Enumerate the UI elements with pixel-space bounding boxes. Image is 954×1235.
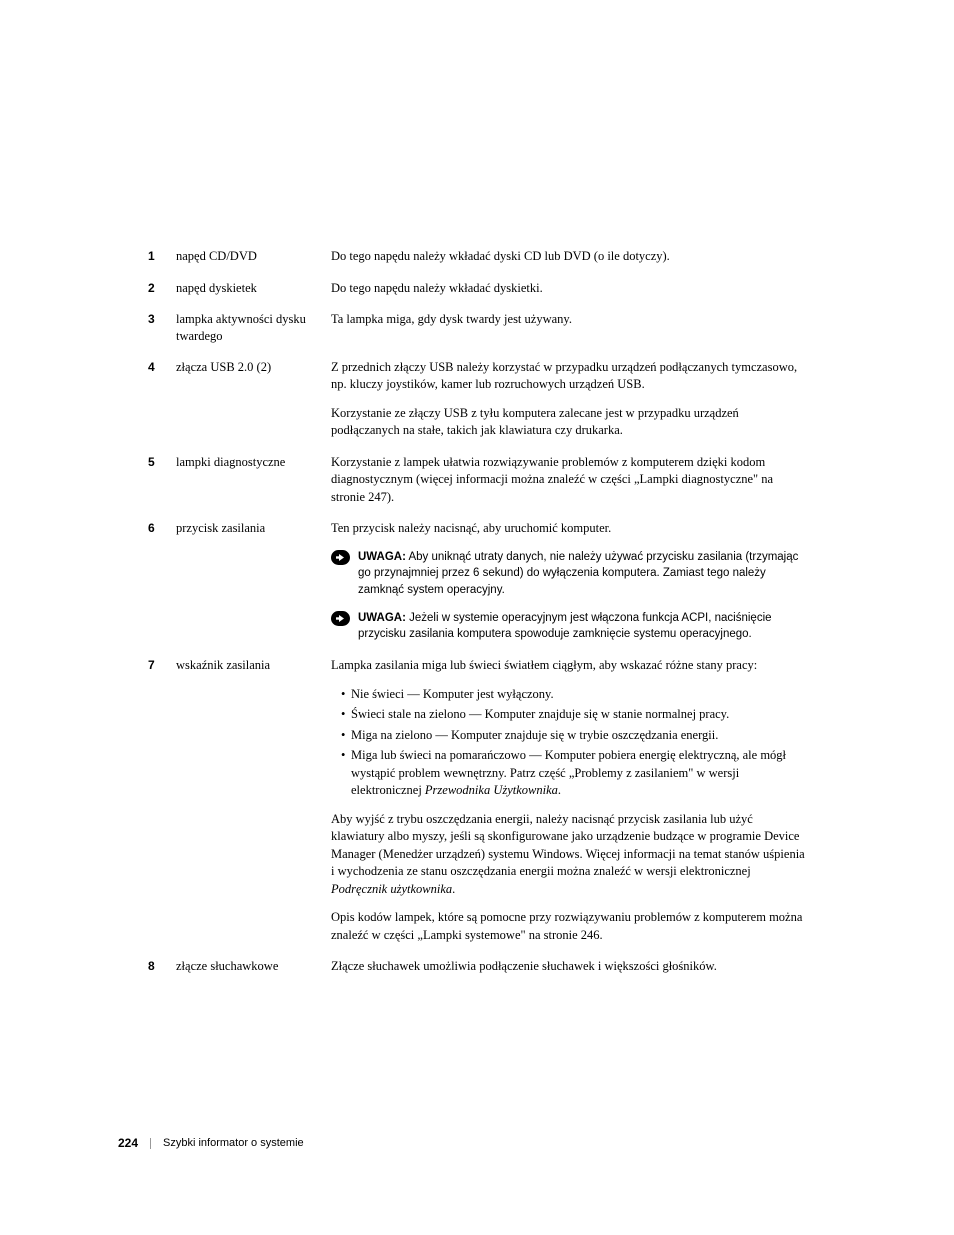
table-row: 2napęd dyskietekDo tego napędu należy wk… (148, 280, 806, 298)
row-label: lampki diagnostyczne (176, 454, 331, 507)
row-description: Z przednich złączy USB należy korzystać … (331, 359, 806, 440)
paragraph: Do tego napędu należy wkładać dyski CD l… (331, 248, 806, 266)
note-arrow-icon (331, 550, 350, 565)
row-number: 3 (148, 311, 176, 345)
paragraph: Złącze słuchawek umożliwia podłączenie s… (331, 958, 806, 976)
paragraph: Ta lampka miga, gdy dysk twardy jest uży… (331, 311, 806, 329)
bullet-list: Nie świeci — Komputer jest wyłączony. Świ… (331, 686, 806, 800)
table-row: 3lampka aktywności dysku twardegoTa lamp… (148, 311, 806, 345)
list-item: Miga lub świeci na pomarańczowo — Komput… (341, 747, 806, 800)
paragraph: Korzystanie z lampek ułatwia rozwiązywan… (331, 454, 806, 507)
row-description: Lampka zasilania miga lub świeci światłe… (331, 657, 806, 944)
row-number: 4 (148, 359, 176, 440)
note-label: UWAGA: (358, 612, 406, 624)
page-number: 224 (118, 1136, 138, 1150)
row-description: Złącze słuchawek umożliwia podłączenie s… (331, 958, 806, 976)
row-description: Ten przycisk należy nacisnąć, aby urucho… (331, 520, 806, 643)
note-text: UWAGA: Aby uniknąć utraty danych, nie na… (358, 549, 806, 599)
note-label: UWAGA: (358, 551, 406, 563)
list-item: Świeci stale na zielono — Komputer znajd… (341, 706, 806, 724)
list-item: Nie świeci — Komputer jest wyłączony. (341, 686, 806, 704)
document-page: 1napęd CD/DVDDo tego napędu należy wkład… (0, 0, 954, 976)
footer-title: Szybki informator o systemie (163, 1137, 304, 1149)
row-label: napęd dyskietek (176, 280, 331, 298)
bullet-list-wrap: Nie świeci — Komputer jest wyłączony. Świ… (331, 686, 806, 800)
row-label: złącza USB 2.0 (2) (176, 359, 331, 440)
row-label: wskaźnik zasilania (176, 657, 331, 944)
note-arrow-icon (331, 611, 350, 626)
list-item: Miga na zielono — Komputer znajduje się … (341, 727, 806, 745)
note-block: UWAGA: Jeżeli w systemie operacyjnym jes… (331, 610, 806, 643)
paragraph: Aby wyjść z trybu oszczędzania energii, … (331, 811, 806, 899)
row-label: napęd CD/DVD (176, 248, 331, 266)
table-row: 4złącza USB 2.0 (2)Z przednich złączy US… (148, 359, 806, 440)
row-number: 5 (148, 454, 176, 507)
definition-table: 1napęd CD/DVDDo tego napędu należy wkład… (148, 248, 806, 976)
row-description: Do tego napędu należy wkładać dyski CD l… (331, 248, 806, 266)
table-row: 7wskaźnik zasilaniaLampka zasilania miga… (148, 657, 806, 944)
row-number: 6 (148, 520, 176, 643)
page-footer: 224 Szybki informator o systemie (118, 1136, 304, 1150)
row-description: Do tego napędu należy wkładać dyskietki. (331, 280, 806, 298)
note-text: UWAGA: Jeżeli w systemie operacyjnym jes… (358, 610, 806, 643)
paragraph: Do tego napędu należy wkładać dyskietki. (331, 280, 806, 298)
table-row: 1napęd CD/DVDDo tego napędu należy wkład… (148, 248, 806, 266)
paragraph: Z przednich złączy USB należy korzystać … (331, 359, 806, 394)
paragraph: Korzystanie ze złączy USB z tyłu kompute… (331, 405, 806, 440)
paragraph: Opis kodów lampek, które są pomocne przy… (331, 909, 806, 944)
table-row: 5lampki diagnostyczneKorzystanie z lampe… (148, 454, 806, 507)
row-number: 1 (148, 248, 176, 266)
row-description: Ta lampka miga, gdy dysk twardy jest uży… (331, 311, 806, 345)
row-label: złącze słuchawkowe (176, 958, 331, 976)
row-label: przycisk zasilania (176, 520, 331, 643)
row-number: 2 (148, 280, 176, 298)
row-number: 7 (148, 657, 176, 944)
paragraph: Ten przycisk należy nacisnąć, aby urucho… (331, 520, 806, 538)
footer-separator (150, 1138, 151, 1149)
paragraph: Lampka zasilania miga lub świeci światłe… (331, 657, 806, 675)
row-label: lampka aktywności dysku twardego (176, 311, 331, 345)
row-description: Korzystanie z lampek ułatwia rozwiązywan… (331, 454, 806, 507)
note-block: UWAGA: Aby uniknąć utraty danych, nie na… (331, 549, 806, 599)
table-row: 6przycisk zasilaniaTen przycisk należy n… (148, 520, 806, 643)
row-number: 8 (148, 958, 176, 976)
table-row: 8złącze słuchawkoweZłącze słuchawek umoż… (148, 958, 806, 976)
